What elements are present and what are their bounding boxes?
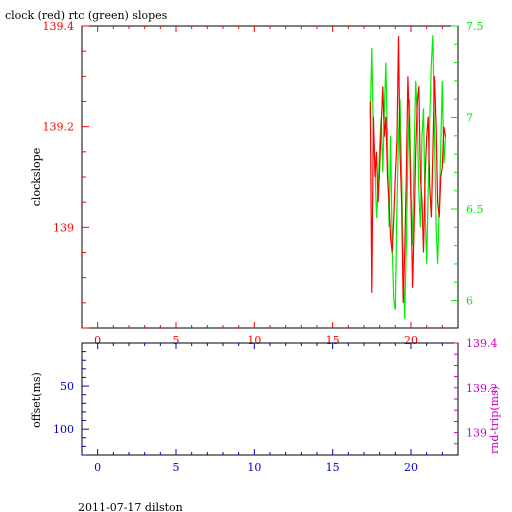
bottom-y2-tick-label: 139: [466, 427, 487, 440]
top-x-tick-label: 5: [173, 334, 180, 347]
top-y2-tick-label: 6: [466, 295, 473, 308]
top-x-tick-label: 0: [94, 334, 101, 347]
top-series-group: [369, 35, 447, 319]
bottom-y-axis-label: offset(ms): [30, 372, 43, 428]
footer-date-station: 2011-07-17 dilston: [78, 501, 183, 512]
top-x-tick-label: 20: [404, 334, 418, 347]
top-x-tick-label: 10: [247, 334, 261, 347]
rtc-slope-series: [369, 35, 447, 319]
bottom-y2-axis-label: rnd-trip(ms): [488, 386, 501, 454]
bottom-x-tick-label: 20: [404, 461, 418, 474]
bottom-y-tick-label: 100: [53, 423, 74, 436]
top-y-axis-label: clockslope: [30, 148, 43, 206]
bottom-x-tick-label: 5: [173, 461, 180, 474]
top-y-tick-label: 139.4: [43, 20, 75, 33]
bottom-x-tick-label: 15: [326, 461, 340, 474]
clock-slope-series: [369, 36, 447, 303]
bottom-x-tick-label: 10: [247, 461, 261, 474]
top-y2-tick-label: 7: [466, 112, 473, 125]
bottom-x-tick-label: 0: [94, 461, 101, 474]
bottom-plot-frame: [81, 342, 459, 456]
top-axis-ticks: 0 5 10 15 20 139 139.2 139.4 6 6.5 7 7.5: [43, 20, 484, 347]
top-y-tick-label: 139: [53, 221, 74, 234]
bottom-y2-tick-label: 139.4: [466, 337, 498, 350]
top-y2-tick-label: 7.5: [466, 20, 484, 33]
top-y-tick-label: 139.2: [43, 121, 75, 134]
top-x-tick-label: 15: [326, 334, 340, 347]
chart-title: clock (red) rtc (green) slopes: [5, 9, 168, 22]
bottom-y-tick-label: 50: [60, 380, 74, 393]
top-y2-tick-label: 6.5: [466, 203, 484, 216]
bottom-y2-tick-label: 139.2: [466, 382, 498, 395]
